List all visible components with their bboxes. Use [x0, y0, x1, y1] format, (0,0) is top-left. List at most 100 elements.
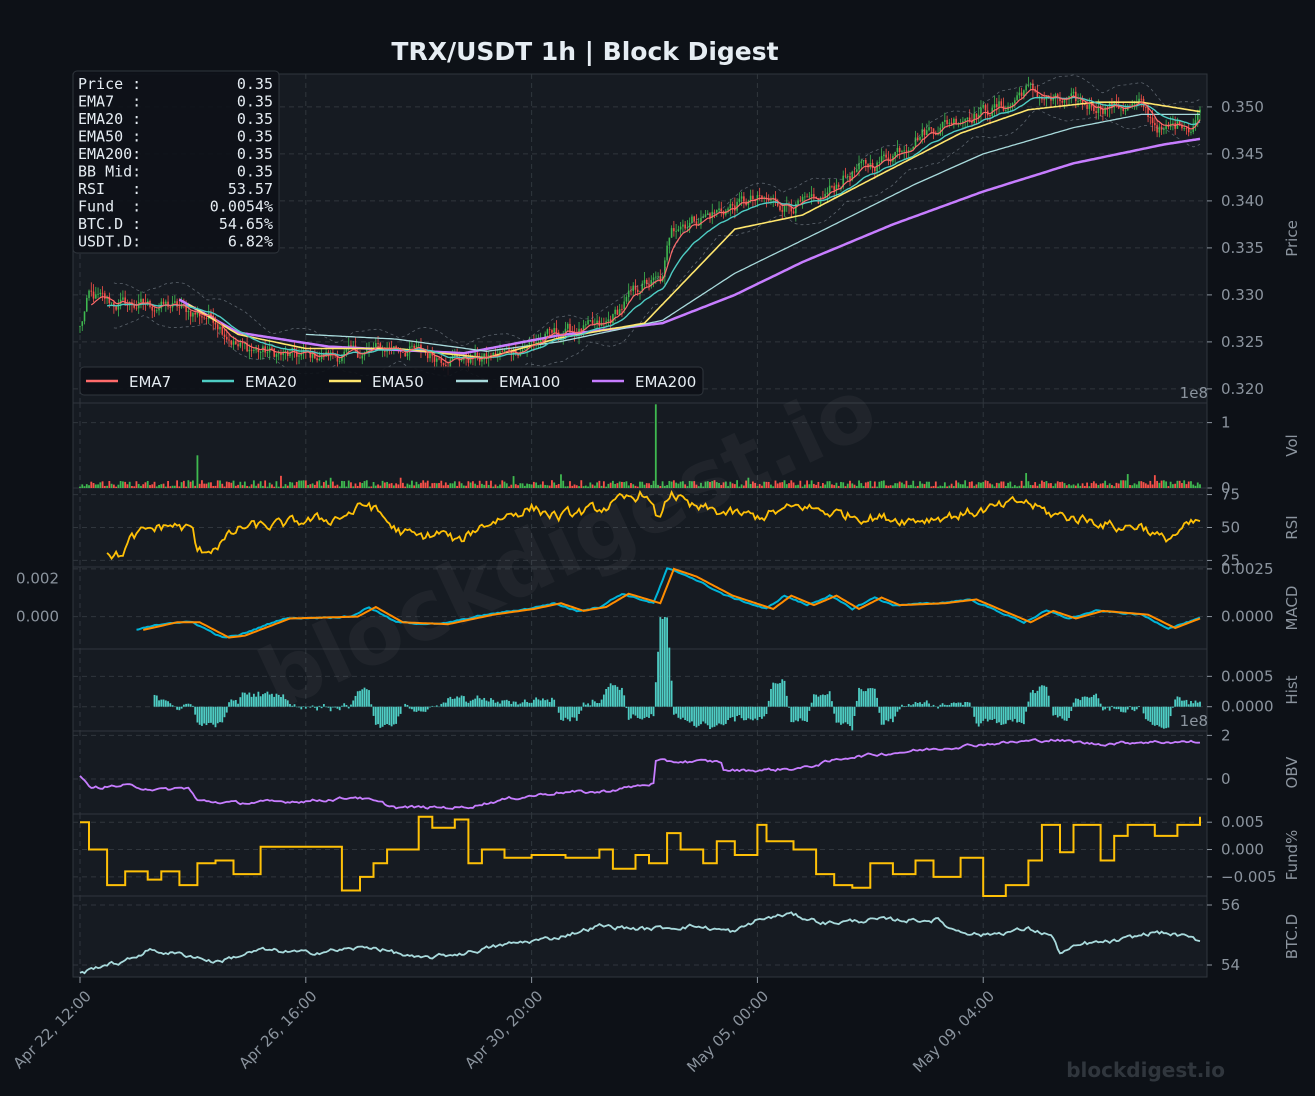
price-y-tick-label: 0.330 [1221, 286, 1264, 304]
histogram-bar [855, 700, 858, 707]
volume-bar [794, 485, 797, 488]
histogram-bar [1108, 706, 1111, 711]
histogram-bar [535, 697, 538, 707]
volume-bar [544, 484, 547, 488]
histogram-bar [955, 703, 958, 707]
volume-bar [266, 486, 269, 488]
histogram-bar [1120, 706, 1122, 712]
histogram-bar [1111, 705, 1113, 707]
candle-body [266, 352, 269, 354]
volume-bar [1165, 481, 1168, 488]
candle-body [1023, 90, 1025, 96]
histogram-bar [160, 699, 163, 707]
volume-bar [1013, 485, 1016, 488]
histogram-bar [474, 698, 477, 707]
histogram-bar [1176, 696, 1179, 707]
candle-body [977, 114, 980, 118]
histogram-bar [905, 706, 908, 707]
histogram-bar [722, 706, 725, 726]
histogram-bar [542, 698, 544, 707]
histogram-bar [677, 706, 680, 718]
histogram-bar [280, 696, 282, 707]
histogram-bar [361, 689, 364, 707]
volume-bar [817, 481, 820, 488]
histogram-bar [320, 706, 323, 709]
candle-body [1147, 107, 1149, 118]
volume-bar [788, 483, 790, 488]
volume-bar [494, 484, 497, 488]
volume-bar [79, 486, 81, 488]
volume-bar [521, 483, 524, 488]
histogram-bar [715, 706, 718, 726]
volume-bar [293, 485, 296, 488]
candle-body [612, 314, 614, 324]
volume-bar [248, 486, 251, 488]
histogram-bar [1088, 697, 1091, 707]
volume-bar [546, 485, 549, 488]
candle-body [700, 218, 702, 226]
histogram-bar [347, 706, 350, 709]
histogram-bar [982, 706, 985, 721]
volume-bar [1162, 480, 1165, 488]
volume-bar [864, 482, 867, 488]
candle-body [153, 310, 156, 312]
volume-bar [487, 484, 490, 488]
histogram-bar [1124, 706, 1127, 713]
candle-body [555, 328, 558, 333]
volume-bar [860, 483, 863, 488]
obv-panel-bg [72, 730, 1208, 815]
volume-bar [799, 480, 802, 488]
candle-body [273, 348, 275, 357]
volume-bar [309, 484, 312, 488]
histogram-bar [1045, 686, 1048, 707]
volume-bar [828, 481, 831, 488]
volume-bar [1041, 480, 1043, 488]
candle-body [1160, 126, 1163, 130]
volume-bar [1074, 485, 1077, 488]
volume-bar [1072, 484, 1075, 488]
candle-body [907, 150, 910, 152]
volume-bar [1000, 481, 1003, 488]
volume-bar [472, 481, 474, 488]
histogram-bar [614, 685, 617, 707]
volume-bar [137, 483, 140, 488]
histogram-bar [740, 706, 743, 719]
candle-body [537, 341, 540, 343]
volume-bar [657, 485, 659, 488]
candle-body [440, 358, 443, 363]
volume-bar [747, 477, 750, 488]
volume-bar [359, 482, 361, 488]
histogram-bar [514, 701, 517, 707]
volume-bar [627, 485, 630, 488]
volume-bar [492, 486, 495, 488]
candle-body [237, 344, 239, 347]
histogram-bar [1083, 696, 1086, 707]
candle-body [503, 349, 506, 352]
volume-bar [1106, 485, 1109, 488]
candle-body [302, 349, 305, 354]
histogram-bar [1052, 706, 1055, 716]
candle-body [485, 353, 488, 359]
histogram-bar [1129, 706, 1131, 707]
histogram-bar [941, 703, 944, 707]
candle-body [406, 353, 409, 357]
candle-body [1020, 92, 1023, 96]
histogram-bar [806, 706, 808, 722]
volume-bar [460, 483, 463, 488]
candle-body [729, 204, 732, 209]
histogram-bar [508, 700, 510, 707]
volume-bar [1088, 486, 1091, 488]
histogram-bar [365, 689, 368, 707]
candle-body [309, 350, 312, 358]
histogram-bar [289, 704, 291, 707]
histogram-bar [621, 687, 623, 707]
volume-bar [740, 484, 743, 488]
volume-bar [90, 481, 93, 488]
histogram-bar [835, 706, 838, 723]
histogram-bar [1002, 706, 1005, 725]
volume-bar [1199, 484, 1201, 488]
candle-body [932, 128, 935, 134]
volume-bar [505, 483, 508, 488]
histogram-bar [374, 706, 377, 725]
histogram-bar [1187, 704, 1190, 707]
